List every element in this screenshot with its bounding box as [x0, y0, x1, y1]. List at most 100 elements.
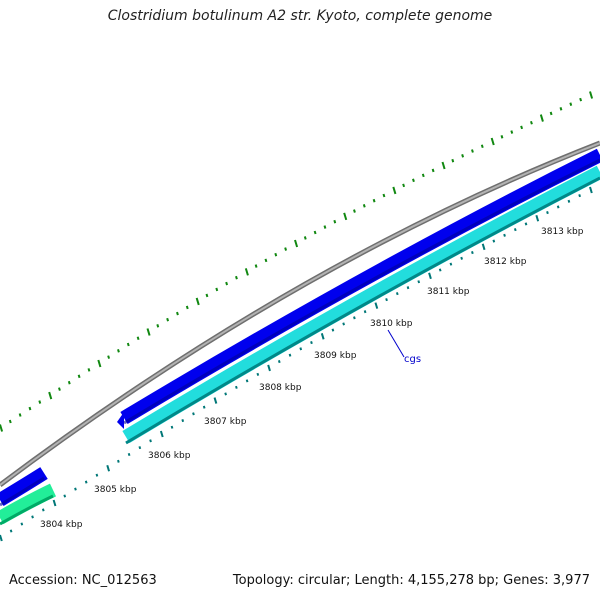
scale-tick [0, 534, 3, 542]
gc-mark [461, 154, 465, 158]
gc-mark [136, 336, 140, 341]
scale-label: 3805 kbp [94, 485, 137, 495]
gc-mark [559, 107, 563, 111]
gc-mark [166, 317, 170, 322]
scale-tick [460, 256, 463, 260]
gc-mark [8, 419, 12, 424]
scale-tick [449, 262, 453, 266]
scale-label: 3810 kbp [370, 319, 413, 329]
gc-mark [451, 158, 455, 163]
gc-mark [490, 137, 495, 146]
scale-tick [235, 385, 238, 389]
gc-mark [185, 305, 189, 310]
scale-label: 3812 kbp [484, 257, 527, 267]
reverse-cds-feature[interactable] [122, 165, 600, 443]
gc-mark [205, 293, 209, 298]
gc-mark [412, 178, 415, 183]
gc-mark [353, 209, 356, 213]
scale-tick [41, 508, 45, 512]
scale-tick [170, 425, 174, 429]
scale-label: 3813 kbp [541, 227, 584, 237]
gc-mark [235, 275, 238, 280]
genome-backbone-highlight [0, 142, 600, 486]
scale-tick [567, 199, 571, 203]
gc-mark [421, 173, 425, 178]
scale-tick [471, 251, 474, 255]
scale-label: 3809 kbp [314, 351, 357, 361]
gc-mark [589, 91, 594, 99]
scale-label: 3807 kbp [204, 417, 247, 427]
gc-mark [343, 212, 348, 221]
scale-tick [417, 280, 421, 284]
gc-mark [530, 120, 533, 125]
scale-tick [106, 464, 111, 472]
gene-label-leader [387, 329, 405, 358]
gc-mark [303, 236, 307, 240]
gc-mark [244, 268, 249, 276]
gc-mark [117, 349, 120, 353]
scale-tick [406, 286, 410, 290]
scale-tick [84, 480, 88, 484]
gc-mark [549, 111, 553, 116]
scale-tick [310, 341, 313, 345]
reverse-cds-feature-shade [125, 176, 600, 445]
scale-tick [524, 222, 528, 226]
reverse-cds-feature-left[interactable] [0, 483, 57, 525]
scale-tick [395, 292, 399, 296]
scale-tick [535, 214, 540, 222]
scale-tick [52, 499, 57, 507]
gc-mark [254, 264, 258, 268]
gc-mark [402, 183, 406, 188]
gc-mark [382, 193, 386, 198]
scale-tick [31, 515, 34, 519]
scale-tick [331, 328, 335, 332]
gc-mark [431, 168, 435, 173]
scale-tick [492, 239, 496, 243]
scale-tick [256, 372, 260, 376]
gc-mark [480, 144, 484, 149]
scale-tick [74, 487, 77, 491]
gc-mark [146, 328, 151, 336]
forward-cds-feature-left[interactable] [0, 467, 48, 507]
gc-mark [294, 239, 299, 248]
scale-tick [438, 268, 442, 272]
scale-tick [385, 298, 388, 302]
scale-tick [181, 418, 185, 423]
scale-tick [288, 353, 292, 357]
gc-mark [58, 387, 61, 391]
gc-mark [471, 149, 474, 153]
scale-tick [63, 494, 67, 498]
scale-tick [95, 473, 99, 477]
gc-mark [77, 374, 81, 379]
scale-tick [224, 392, 227, 396]
scale-tick [503, 233, 506, 237]
scale-tick [127, 452, 131, 457]
gc-mark [372, 198, 376, 203]
scale-tick [149, 439, 152, 443]
gc-mark [176, 311, 179, 316]
gc-mark [510, 130, 514, 134]
gc-mark [362, 204, 366, 208]
scale-tick [202, 405, 206, 409]
scale-tick [342, 322, 345, 326]
gc-mark [18, 413, 22, 417]
scale-tick [213, 397, 218, 404]
gc-mark [323, 225, 327, 229]
forward-cds-arrowhead [117, 412, 124, 429]
gc-content-marks [0, 91, 594, 432]
forward-cds-feature[interactable] [120, 148, 600, 424]
gc-mark [441, 161, 446, 170]
map-title: Clostridium botulinum A2 str. Kyoto, com… [107, 8, 493, 24]
gc-mark [67, 380, 71, 385]
accession-label: Accession: NC_012563 [9, 573, 157, 588]
scale-tick [277, 359, 281, 364]
scale-tick [320, 333, 325, 340]
scale-label: 3808 kbp [259, 383, 302, 393]
gene-label-cgs[interactable]: cgs [404, 354, 421, 365]
scale-tick [117, 459, 120, 463]
gc-mark [520, 125, 524, 130]
gc-mark [215, 287, 219, 292]
scale-tick [159, 430, 164, 438]
gc-mark [500, 134, 504, 139]
